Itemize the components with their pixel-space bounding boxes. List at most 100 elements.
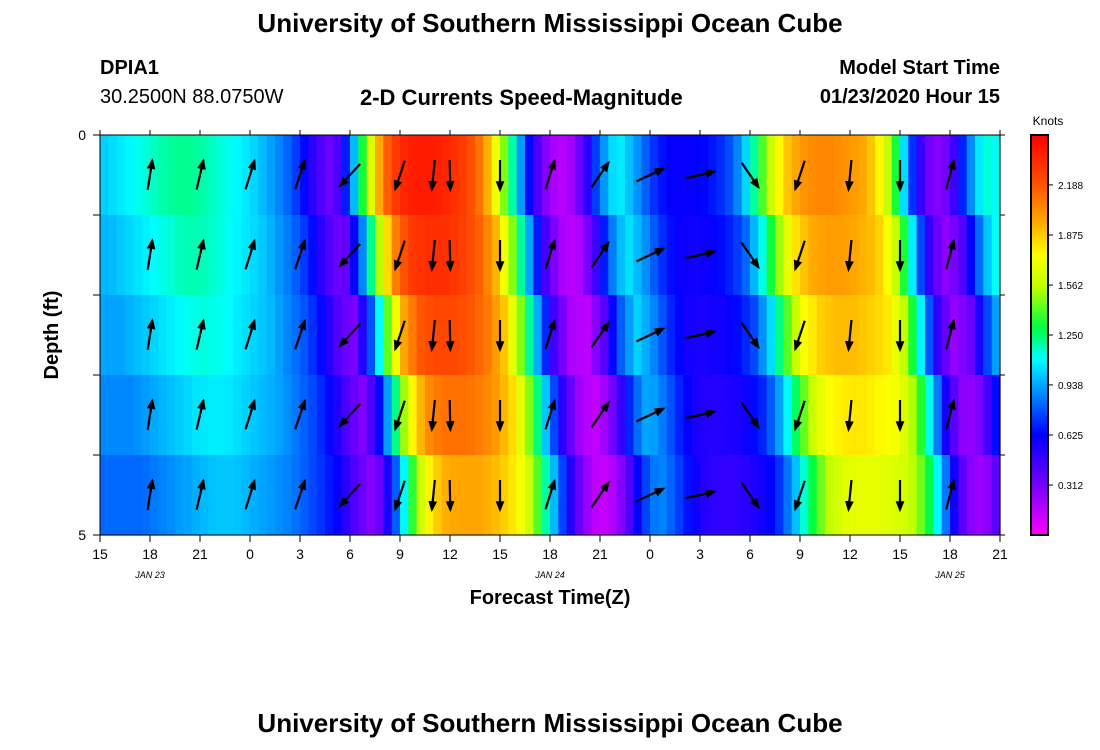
heatmap-cell: [533, 215, 543, 296]
heatmap-cell: [575, 295, 584, 376]
heatmap-cell: [733, 375, 743, 456]
heatmap-cell: [300, 215, 309, 296]
heatmap-cell: [483, 215, 493, 296]
heatmap-cell: [633, 215, 643, 296]
heatmap-cell: [375, 295, 384, 376]
heatmap-cell: [683, 455, 693, 536]
heatmap-cell: [300, 455, 309, 536]
heatmap-cell: [633, 135, 643, 216]
heatmap-cell: [775, 295, 784, 376]
heatmap-cell: [475, 215, 484, 296]
heatmap-cell: [708, 455, 718, 536]
heatmap-cell: [133, 455, 143, 536]
heatmap-cell: [966, 295, 976, 376]
heatmap-cell: [583, 215, 593, 296]
heatmap-cell: [250, 375, 259, 456]
heatmap-cell: [375, 135, 384, 216]
heatmap-cell: [991, 295, 1001, 376]
heatmap-cell: [733, 455, 743, 536]
heatmap-cell: [716, 295, 726, 376]
heatmap-cell: [666, 455, 676, 536]
heatmap-cell: [183, 215, 193, 296]
heatmap-cell: [500, 295, 509, 376]
heatmap-cell: [125, 295, 134, 376]
heatmap-cell: [325, 455, 334, 536]
heatmap-cell: [150, 375, 159, 456]
heatmap-cell: [908, 135, 918, 216]
heatmap-cell: [275, 215, 284, 296]
heatmap-cell: [441, 455, 451, 536]
heatmap-cell: [841, 375, 851, 456]
current-vector-arrow: [685, 249, 717, 260]
heatmap-cell: [833, 135, 843, 216]
colorbar-tick-label: 1.875: [1058, 231, 1083, 242]
x-tick-label: 0: [246, 546, 254, 562]
heatmap-cell: [541, 215, 551, 296]
heatmap-cell: [791, 295, 801, 376]
heatmap-cell: [925, 135, 934, 216]
current-vector-arrow: [635, 407, 666, 423]
heatmap-cell: [266, 455, 276, 536]
heatmap-cell: [900, 455, 909, 536]
heatmap-cell: [783, 295, 793, 376]
heatmap-cell: [391, 375, 401, 456]
heatmap-cell: [733, 295, 743, 376]
heatmap-cell: [225, 455, 234, 536]
heatmap-cell: [625, 295, 634, 376]
heatmap-cell: [516, 295, 526, 376]
heatmap-cell: [900, 215, 909, 296]
heatmap-cell: [658, 295, 668, 376]
current-vector-arrow: [146, 318, 156, 350]
heatmap-cell: [108, 135, 118, 216]
heatmap-cell: [208, 295, 218, 376]
chart-heading: 2-D Currents Speed-Magnitude: [360, 85, 683, 110]
heatmap-cell: [150, 295, 159, 376]
heatmap-cell: [350, 215, 359, 296]
heatmap-cell: [875, 455, 884, 536]
heatmap-cell: [308, 455, 318, 536]
heatmap-cell: [391, 295, 401, 376]
heatmap-cell: [658, 215, 668, 296]
heatmap-cell: [950, 375, 959, 456]
heatmap-cell: [550, 375, 559, 456]
heatmap-cell: [741, 295, 751, 376]
heatmap-cell: [416, 295, 426, 376]
heatmap-cell: [858, 375, 868, 456]
heatmap-cell: [608, 295, 618, 376]
heatmap-cell: [750, 375, 759, 456]
heatmap-cell: [800, 215, 809, 296]
heatmap-cell: [433, 375, 443, 456]
heatmap-cell: [341, 135, 351, 216]
heatmap-cell: [425, 295, 434, 376]
heatmap-cell: [816, 455, 826, 536]
heatmap-cell: [100, 135, 109, 216]
current-vector-arrow: [294, 398, 307, 430]
date-label: JAN 23: [134, 570, 165, 580]
heatmap-cell: [116, 215, 126, 296]
heatmap-cell: [850, 295, 859, 376]
heatmap-cell: [366, 375, 376, 456]
heatmap-cell: [308, 215, 318, 296]
heatmap-cell: [208, 135, 218, 216]
heatmap-cell: [783, 375, 793, 456]
x-axis-label: Forecast Time(Z): [470, 587, 631, 609]
heatmap-cell: [583, 375, 593, 456]
heatmap-cell: [333, 215, 343, 296]
current-vector-arrow: [393, 480, 406, 512]
heatmap-cell: [891, 455, 901, 536]
heatmap-cell: [408, 215, 418, 296]
heatmap-cell: [175, 375, 184, 456]
colorbar-tick-label: 1.562: [1058, 281, 1083, 292]
heatmap-cell: [525, 375, 534, 456]
heatmap-cell: [225, 215, 234, 296]
heatmap-cell: [750, 215, 759, 296]
heatmap-cell: [716, 215, 726, 296]
heatmap-cell: [933, 375, 943, 456]
heatmap-cell: [250, 295, 259, 376]
current-vector-arrow: [590, 160, 610, 188]
heatmap-cell: [391, 215, 401, 296]
heatmap-cell: [816, 295, 826, 376]
heatmap-cell: [333, 295, 343, 376]
current-vector-arrow: [294, 478, 307, 510]
current-vector-arrow: [428, 399, 438, 433]
